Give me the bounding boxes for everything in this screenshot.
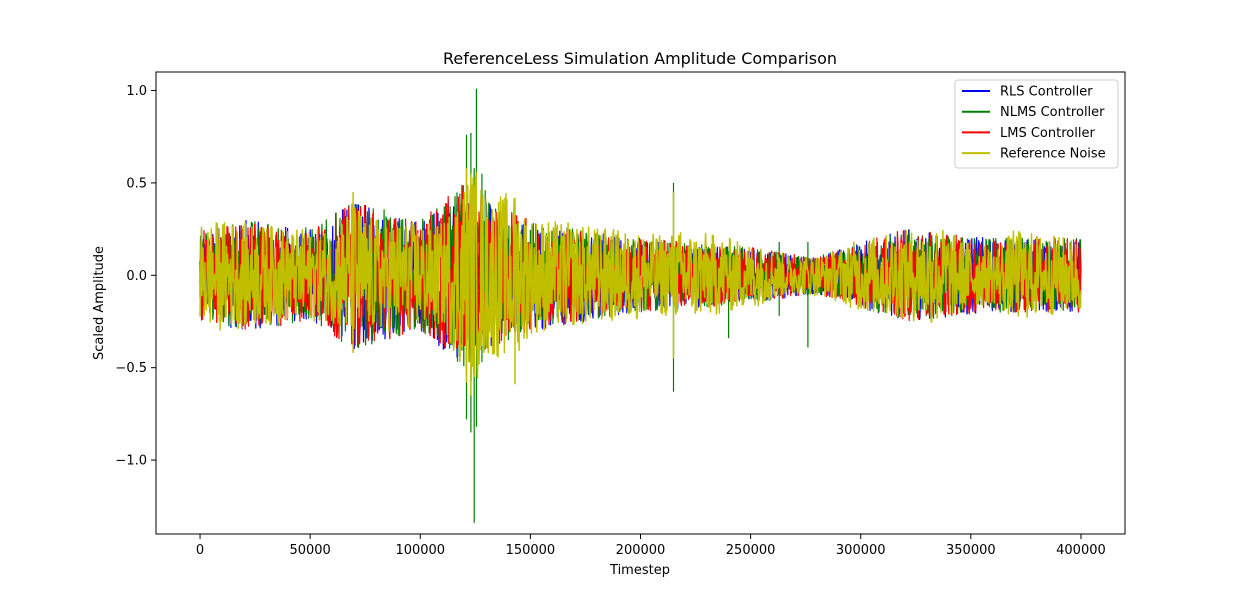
x-axis-label: Timestep (609, 563, 670, 578)
legend-label: RLS Controller (1000, 85, 1093, 100)
x-tick-label: 300000 (836, 543, 886, 558)
x-tick-label: 200000 (616, 543, 666, 558)
y-axis-ticks: 1.0 0.5 0.0 −0.5 −1.0 (115, 84, 156, 469)
x-axis-ticks: 0 50000 100000 150000 200000 250000 300000 3500… (196, 534, 1106, 558)
series-layer (199, 88, 1082, 523)
x-tick-label: 350000 (946, 543, 996, 558)
legend-box (954, 79, 1119, 169)
legend-label: NLMS Controller (1000, 105, 1105, 120)
y-tick-label: −0.5 (115, 361, 147, 376)
legend-label: LMS Controller (1000, 126, 1095, 141)
x-tick-label: 0 (196, 543, 204, 558)
series-line-reference-noise (199, 168, 1082, 396)
x-tick-label: 250000 (726, 543, 776, 558)
x-tick-label: 150000 (506, 543, 556, 558)
y-tick-label: 1.0 (126, 84, 147, 99)
legend: RLS Controller NLMS Controller LMS Control… (954, 79, 1119, 169)
chart-title: ReferenceLess Simulation Amplitude Compa… (443, 49, 837, 68)
x-tick-label: 100000 (395, 543, 445, 558)
x-tick-label: 400000 (1056, 543, 1106, 558)
legend-label: Reference Noise (1000, 147, 1106, 162)
y-tick-label: 0.5 (126, 176, 147, 191)
x-tick-label: 50000 (289, 543, 330, 558)
y-tick-label: 0.0 (126, 269, 147, 284)
y-tick-label: −1.0 (115, 454, 147, 469)
y-axis-label: Scaled Amplitude (92, 246, 107, 360)
